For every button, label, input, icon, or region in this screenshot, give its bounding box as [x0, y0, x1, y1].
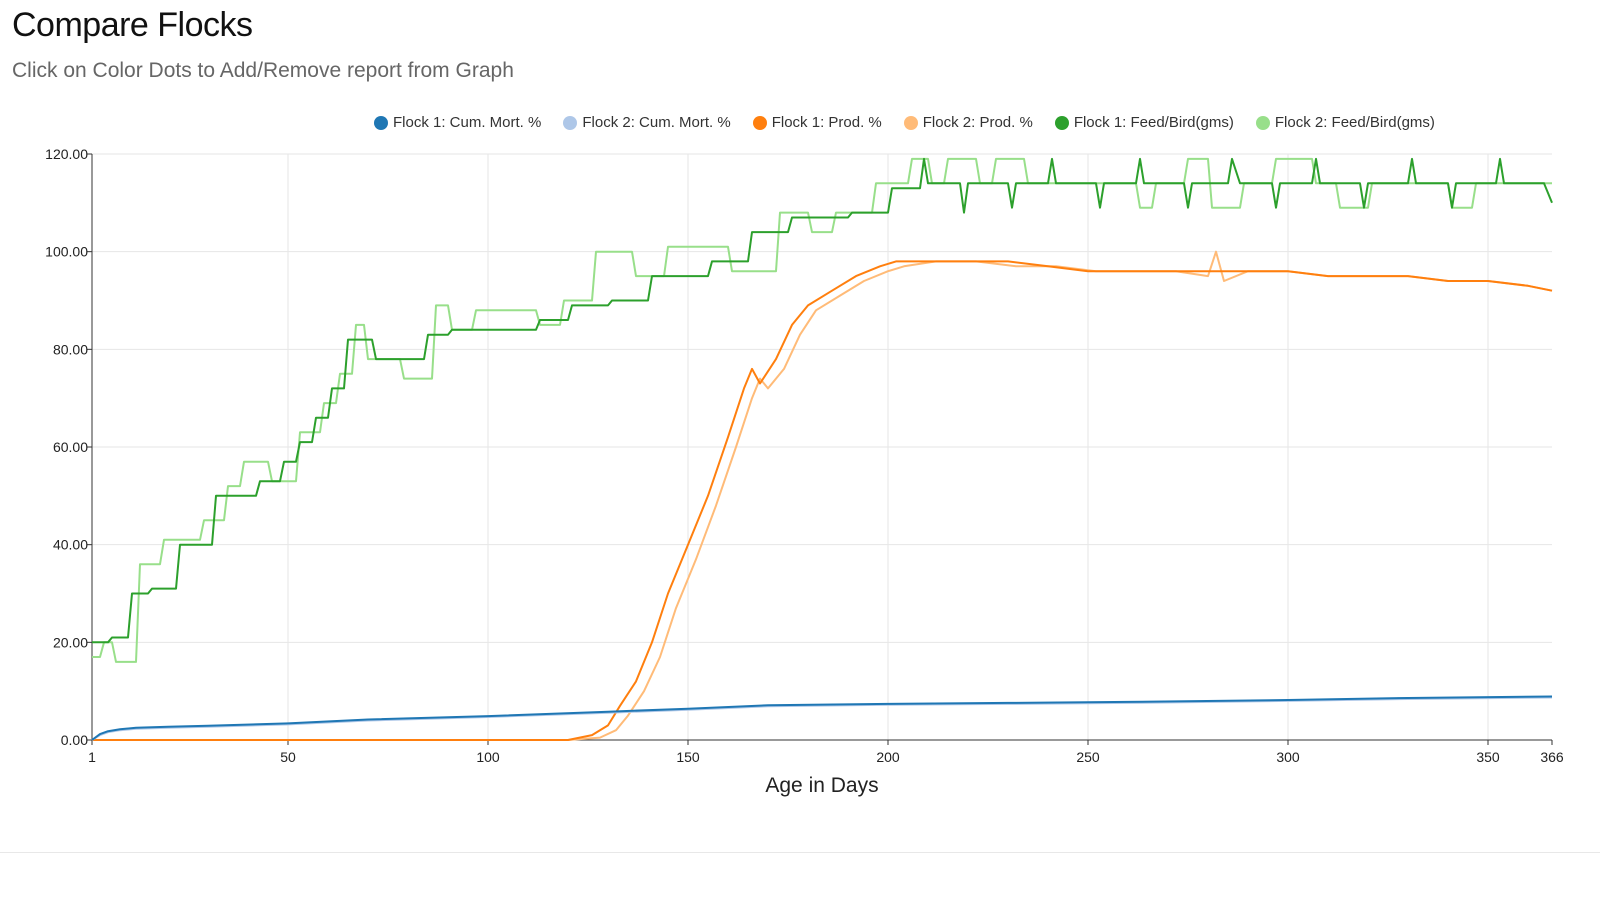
- legend-color-dot[interactable]: [374, 115, 388, 130]
- x-tick-label: 300: [1276, 749, 1300, 765]
- legend-item-2[interactable]: Flock 2: Cum. Mort. %: [563, 114, 731, 131]
- y-tick-label: 60.00: [53, 439, 88, 455]
- legend-color-dot[interactable]: [1054, 115, 1069, 130]
- page-subtitle: Click on Color Dots to Add/Remove report…: [12, 59, 514, 82]
- y-tick-label: 40.00: [53, 537, 88, 553]
- series-line-4: [92, 250, 1553, 741]
- y-tick-label: 0.00: [61, 732, 88, 748]
- x-tick-label: 250: [1076, 749, 1100, 765]
- divider: [0, 852, 1600, 853]
- legend-item-3[interactable]: Flock 1: Prod. %: [752, 114, 882, 131]
- y-tick-label: 100.00: [45, 244, 88, 260]
- y-tick-label: 20.00: [53, 634, 88, 650]
- x-tick-label: 200: [876, 749, 900, 765]
- chart-legend: Flock 1: Cum. Mort. % Flock 2: Cum. Mort.…: [374, 114, 1435, 131]
- x-tick-label: 150: [676, 749, 700, 765]
- legend-item-6[interactable]: Flock 2: Feed/Bird(gms): [1255, 114, 1435, 131]
- legend-label: Flock 2: Feed/Bird(gms): [1274, 114, 1435, 131]
- legend-label: Flock 1: Cum. Mort. %: [393, 114, 542, 131]
- y-tick-label: 120.00: [45, 146, 88, 162]
- series-line-1: [91, 695, 1553, 741]
- legend-label: Flock 1: Prod. %: [771, 114, 882, 131]
- legend-label: Flock 2: Cum. Mort. %: [582, 114, 731, 131]
- legend-item-4[interactable]: Flock 2: Prod. %: [903, 114, 1033, 131]
- series-line-6: [92, 157, 1552, 663]
- x-axis-title: Age in Days: [765, 774, 878, 797]
- legend-color-dot[interactable]: [903, 115, 918, 130]
- header: Compare Flocks Click on Color Dots to Ad…: [12, 6, 514, 83]
- y-tick-label: 80.00: [53, 341, 88, 357]
- x-tick-label: 100: [476, 749, 500, 765]
- legend-item-1[interactable]: Flock 1: Cum. Mort. %: [374, 114, 541, 131]
- legend-color-dot[interactable]: [563, 115, 578, 130]
- legend-item-5[interactable]: Flock 1: Feed/Bird(gms): [1054, 114, 1234, 131]
- legend-color-dot[interactable]: [752, 115, 767, 130]
- x-tick-label: 366: [1540, 749, 1564, 765]
- legend-label: Flock 1: Feed/Bird(gms): [1073, 114, 1234, 131]
- x-tick-label: 350: [1476, 749, 1500, 765]
- legend-label: Flock 2: Prod. %: [922, 114, 1033, 131]
- series-line-3: [92, 260, 1553, 741]
- legend-color-dot[interactable]: [1255, 115, 1270, 130]
- x-tick-label: 50: [280, 749, 296, 765]
- page-title: Compare Flocks: [12, 6, 253, 44]
- series-line-5: [92, 157, 1553, 644]
- x-tick-label: 1: [88, 749, 96, 765]
